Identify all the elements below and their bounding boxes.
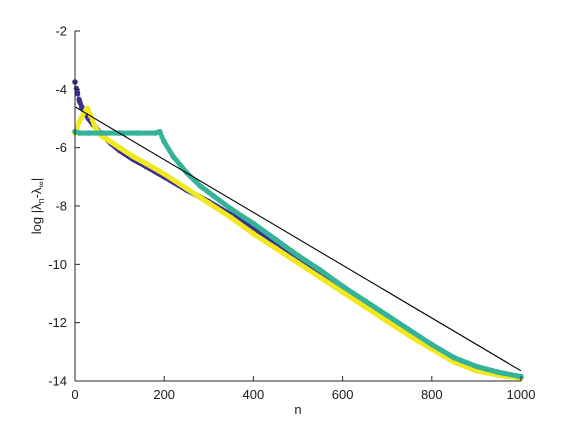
data-point bbox=[362, 297, 368, 304]
data-point bbox=[85, 130, 92, 136]
y-tick-label: -14 bbox=[48, 374, 67, 389]
data-point bbox=[156, 128, 163, 135]
data-point bbox=[76, 130, 83, 136]
data-point bbox=[495, 369, 502, 376]
data-point bbox=[152, 130, 159, 136]
data-point bbox=[317, 267, 324, 273]
data-point bbox=[161, 139, 167, 145]
x-tick-label: 600 bbox=[332, 387, 354, 402]
x-tick-label: 200 bbox=[153, 387, 175, 402]
data-point bbox=[183, 185, 190, 192]
series-series_blue bbox=[72, 79, 524, 381]
data-point bbox=[295, 252, 301, 259]
y-tick-label: -8 bbox=[55, 199, 67, 214]
y-axis-title-lambda-inf: λ bbox=[29, 187, 44, 194]
data-point bbox=[84, 105, 91, 112]
y-axis-title-prefix: log | bbox=[29, 210, 44, 234]
data-point bbox=[76, 98, 83, 104]
y-axis-title-minus: - bbox=[29, 194, 44, 198]
data-point bbox=[295, 260, 301, 266]
data-point bbox=[134, 130, 141, 136]
data-point bbox=[143, 160, 150, 167]
data-point bbox=[197, 182, 203, 189]
data-point bbox=[384, 312, 391, 319]
data-point bbox=[98, 130, 105, 136]
data-point bbox=[107, 139, 114, 145]
series-series_teal bbox=[72, 128, 524, 380]
x-axis-title: n bbox=[294, 402, 301, 417]
y-tick-label: -12 bbox=[48, 315, 67, 330]
data-point bbox=[406, 327, 413, 333]
data-point bbox=[206, 200, 212, 206]
data-point bbox=[78, 114, 85, 120]
y-tick-label: -10 bbox=[48, 257, 67, 272]
x-tick-label: 0 bbox=[71, 387, 78, 402]
data-point bbox=[116, 144, 123, 151]
data-point bbox=[130, 153, 136, 160]
data-point bbox=[228, 214, 234, 221]
y-tick-label: -4 bbox=[55, 82, 67, 97]
data-point bbox=[473, 367, 480, 374]
reference-line bbox=[74, 106, 522, 372]
x-ticks: 0 200 400 600 800 1000 bbox=[71, 376, 535, 402]
y-tick-label: -6 bbox=[55, 140, 67, 155]
series-layer bbox=[72, 79, 524, 381]
data-point bbox=[272, 245, 279, 252]
data-point bbox=[473, 363, 480, 370]
series-series_yellow bbox=[72, 105, 524, 381]
data-point bbox=[362, 303, 368, 310]
data-point bbox=[74, 89, 81, 96]
data-point bbox=[272, 236, 279, 243]
data-point bbox=[161, 171, 167, 177]
y-axis-title-lambda-n: λ bbox=[29, 203, 44, 210]
data-point bbox=[74, 124, 81, 131]
data-point bbox=[228, 206, 234, 212]
data-point bbox=[250, 230, 257, 237]
x-tick-label: 800 bbox=[421, 387, 443, 402]
data-point bbox=[76, 118, 83, 125]
data-point bbox=[317, 274, 324, 281]
data-point bbox=[250, 220, 257, 227]
data-point bbox=[339, 289, 346, 295]
data-point bbox=[92, 124, 98, 131]
y-tick-label: -2 bbox=[55, 24, 67, 39]
data-point bbox=[451, 354, 457, 361]
data-point bbox=[210, 192, 217, 199]
x-tick-label: 1000 bbox=[507, 387, 536, 402]
y-ticks: -14 -12 -10 -8 -6 -4 -2 bbox=[48, 24, 80, 389]
data-point bbox=[406, 332, 413, 339]
data-point bbox=[384, 318, 391, 325]
data-point bbox=[78, 104, 85, 110]
reference-line-group bbox=[74, 106, 522, 372]
x-tick-label: 400 bbox=[243, 387, 265, 402]
y-axis-title: log |λn-λ∞| bbox=[29, 178, 46, 235]
data-point bbox=[170, 153, 176, 160]
y-axis-title-suffix: | bbox=[29, 178, 44, 181]
y-axis-title-subscript-n: n bbox=[36, 198, 46, 203]
data-point bbox=[339, 283, 346, 290]
y-axis-title-subscript-inf: ∞ bbox=[36, 181, 46, 187]
data-point bbox=[429, 341, 435, 348]
